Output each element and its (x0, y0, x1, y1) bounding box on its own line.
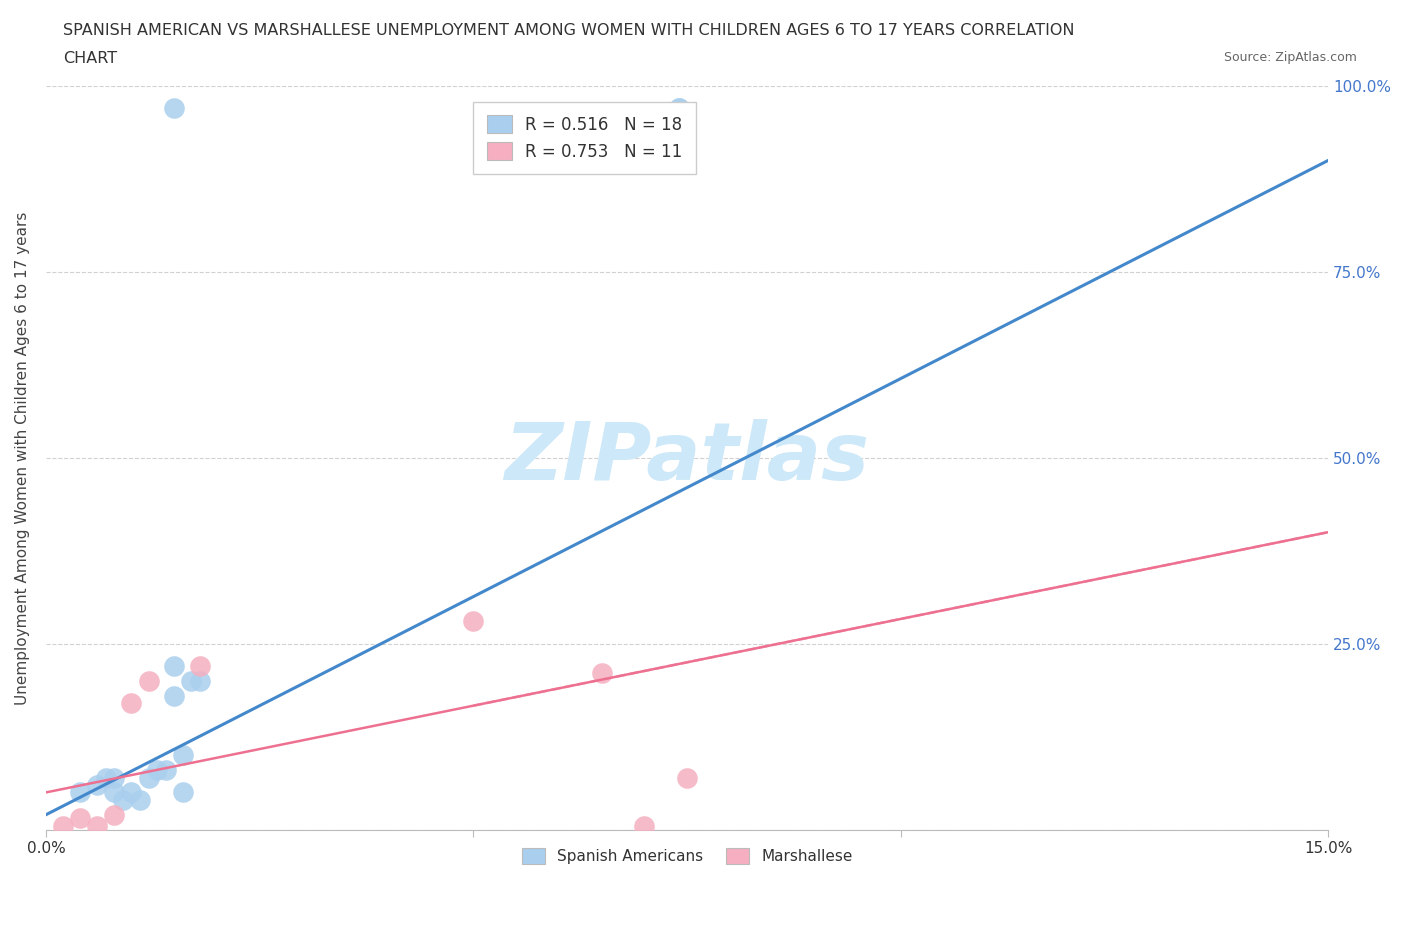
Point (172, 785, 194, 800)
Y-axis label: Unemployment Among Women with Children Ages 6 to 17 years: Unemployment Among Women with Children A… (15, 211, 30, 705)
Point (111, 792, 134, 807)
Point (676, 770, 699, 785)
Point (86, 818, 108, 833)
Point (103, 807, 125, 822)
Point (86, 777, 108, 792)
Point (103, 785, 125, 800)
Point (155, 763, 177, 777)
Point (120, 696, 142, 711)
Point (463, 614, 485, 629)
Point (180, 673, 202, 688)
Text: Source: ZipAtlas.com: Source: ZipAtlas.com (1223, 51, 1357, 64)
Point (188, 658, 211, 673)
Point (138, 770, 160, 785)
Point (69, 811, 91, 826)
Point (668, 101, 690, 116)
Point (120, 785, 142, 800)
Text: CHART: CHART (63, 51, 117, 66)
Point (129, 792, 152, 807)
Point (103, 770, 125, 785)
Point (146, 763, 169, 777)
Point (591, 666, 613, 681)
Point (163, 658, 186, 673)
Point (94, 770, 117, 785)
Point (633, 818, 655, 833)
Point (52, 818, 75, 833)
Legend: Spanish Americans, Marshallese: Spanish Americans, Marshallese (516, 842, 859, 870)
Point (188, 673, 211, 688)
Text: ZIPatlas: ZIPatlas (505, 418, 869, 497)
Point (138, 673, 160, 688)
Point (172, 748, 194, 763)
Point (163, 688, 186, 703)
Point (69, 785, 91, 800)
Point (668, 101, 690, 116)
Point (163, 101, 186, 116)
Text: SPANISH AMERICAN VS MARSHALLESE UNEMPLOYMENT AMONG WOMEN WITH CHILDREN AGES 6 TO: SPANISH AMERICAN VS MARSHALLESE UNEMPLOY… (63, 23, 1074, 38)
